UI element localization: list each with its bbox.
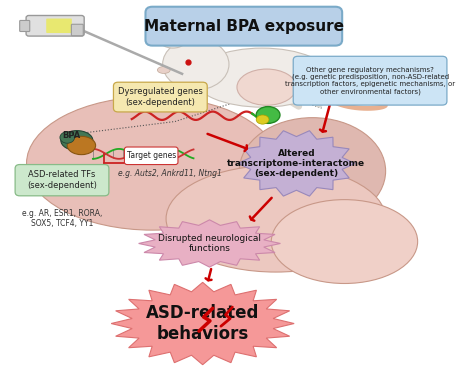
Ellipse shape: [271, 200, 418, 283]
FancyBboxPatch shape: [72, 24, 83, 36]
Text: Altered
transcriptome-interactome
(sex-dependent): Altered transcriptome-interactome (sex-d…: [228, 149, 365, 178]
Ellipse shape: [163, 38, 229, 90]
Ellipse shape: [237, 69, 296, 105]
Text: Maternal BPA exposure: Maternal BPA exposure: [144, 19, 344, 34]
FancyBboxPatch shape: [26, 15, 84, 36]
Text: ASD-related
behaviors: ASD-related behaviors: [146, 304, 259, 343]
Text: e.g. AR, ESR1, RORA,
SOX5, TCF4, YY1: e.g. AR, ESR1, RORA, SOX5, TCF4, YY1: [22, 209, 102, 228]
Text: Disrupted neurological
functions: Disrupted neurological functions: [158, 234, 261, 253]
Text: Other gene regulatory mechanisms?
(e.g. genetic predisposition, non-ASD-related
: Other gene regulatory mechanisms? (e.g. …: [285, 67, 455, 95]
Ellipse shape: [256, 115, 269, 124]
FancyBboxPatch shape: [20, 20, 30, 31]
Ellipse shape: [193, 48, 331, 107]
Ellipse shape: [60, 132, 74, 143]
FancyBboxPatch shape: [146, 7, 342, 46]
Text: ASD-related TFs
(sex-dependent): ASD-related TFs (sex-dependent): [27, 170, 97, 190]
Text: e.g. Auts2, Ankrd11, Ntng1: e.g. Auts2, Ankrd11, Ntng1: [118, 169, 222, 178]
Polygon shape: [111, 282, 294, 365]
FancyBboxPatch shape: [46, 18, 72, 33]
Polygon shape: [238, 131, 355, 196]
Ellipse shape: [27, 97, 278, 230]
Text: Dysregulated genes
(sex-dependent): Dysregulated genes (sex-dependent): [118, 88, 203, 107]
Ellipse shape: [163, 31, 182, 44]
Ellipse shape: [67, 136, 96, 155]
Ellipse shape: [239, 118, 386, 224]
Ellipse shape: [166, 166, 386, 272]
FancyBboxPatch shape: [125, 147, 178, 165]
FancyBboxPatch shape: [15, 165, 109, 196]
Text: BPA: BPA: [62, 131, 80, 140]
FancyBboxPatch shape: [113, 82, 207, 112]
FancyBboxPatch shape: [293, 56, 447, 105]
Polygon shape: [138, 220, 281, 267]
Ellipse shape: [158, 27, 188, 48]
Ellipse shape: [157, 66, 170, 73]
Text: Target genes: Target genes: [127, 151, 176, 160]
Ellipse shape: [256, 107, 280, 123]
Ellipse shape: [61, 131, 93, 151]
